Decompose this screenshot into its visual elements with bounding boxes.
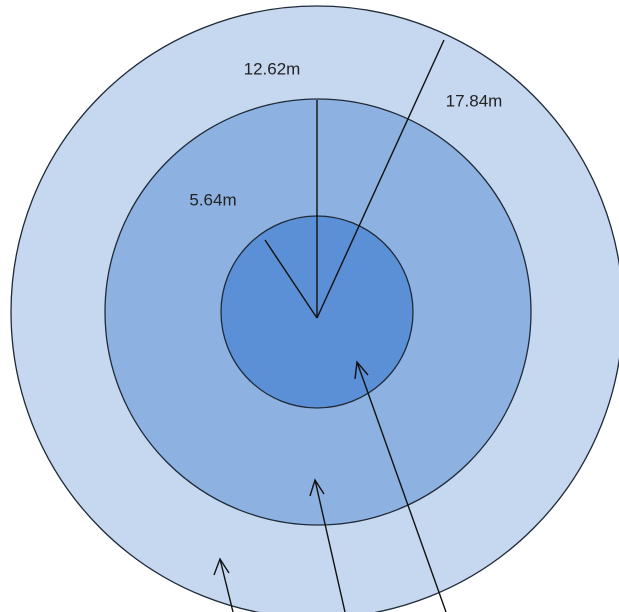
- radius-label: 5.64m: [189, 190, 236, 209]
- radius-label: 17.84m: [446, 91, 503, 110]
- radius-line: [264, 239, 318, 319]
- arrow: [356, 361, 447, 612]
- radius-label: 12.62m: [244, 59, 301, 78]
- arrows: [213, 360, 447, 612]
- arrow: [219, 558, 234, 612]
- arrow-head: [354, 360, 369, 380]
- arrow-head: [309, 478, 325, 497]
- arrow-head: [213, 557, 230, 576]
- radius-line: [316, 39, 445, 319]
- arrow: [314, 479, 346, 612]
